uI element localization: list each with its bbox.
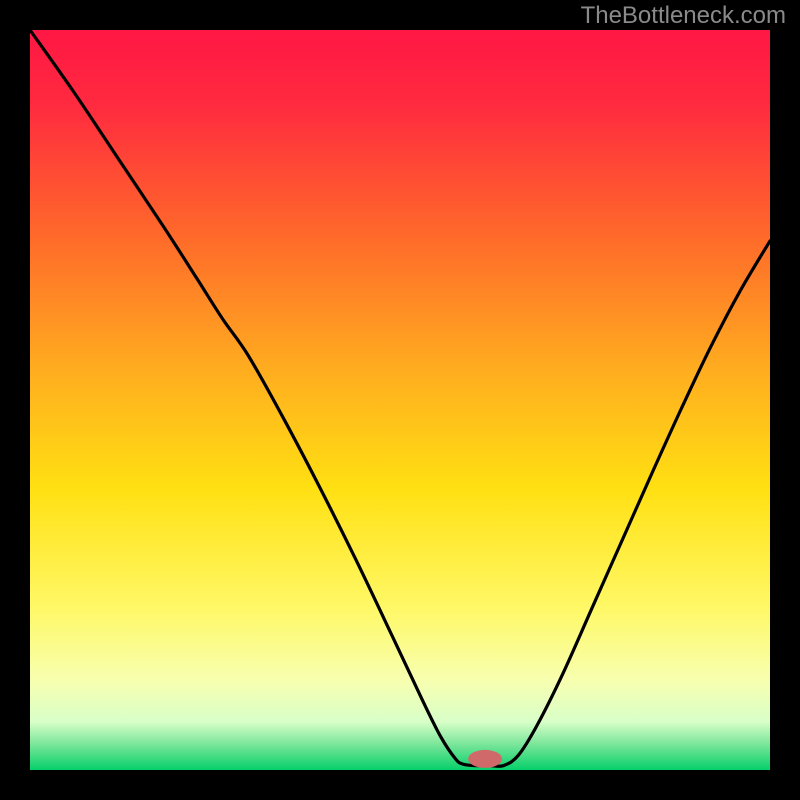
gradient-background bbox=[30, 30, 770, 770]
chart-svg bbox=[0, 0, 800, 800]
bottleneck-chart: TheBottleneck.com bbox=[0, 0, 800, 800]
sweet-spot-marker bbox=[468, 750, 502, 768]
